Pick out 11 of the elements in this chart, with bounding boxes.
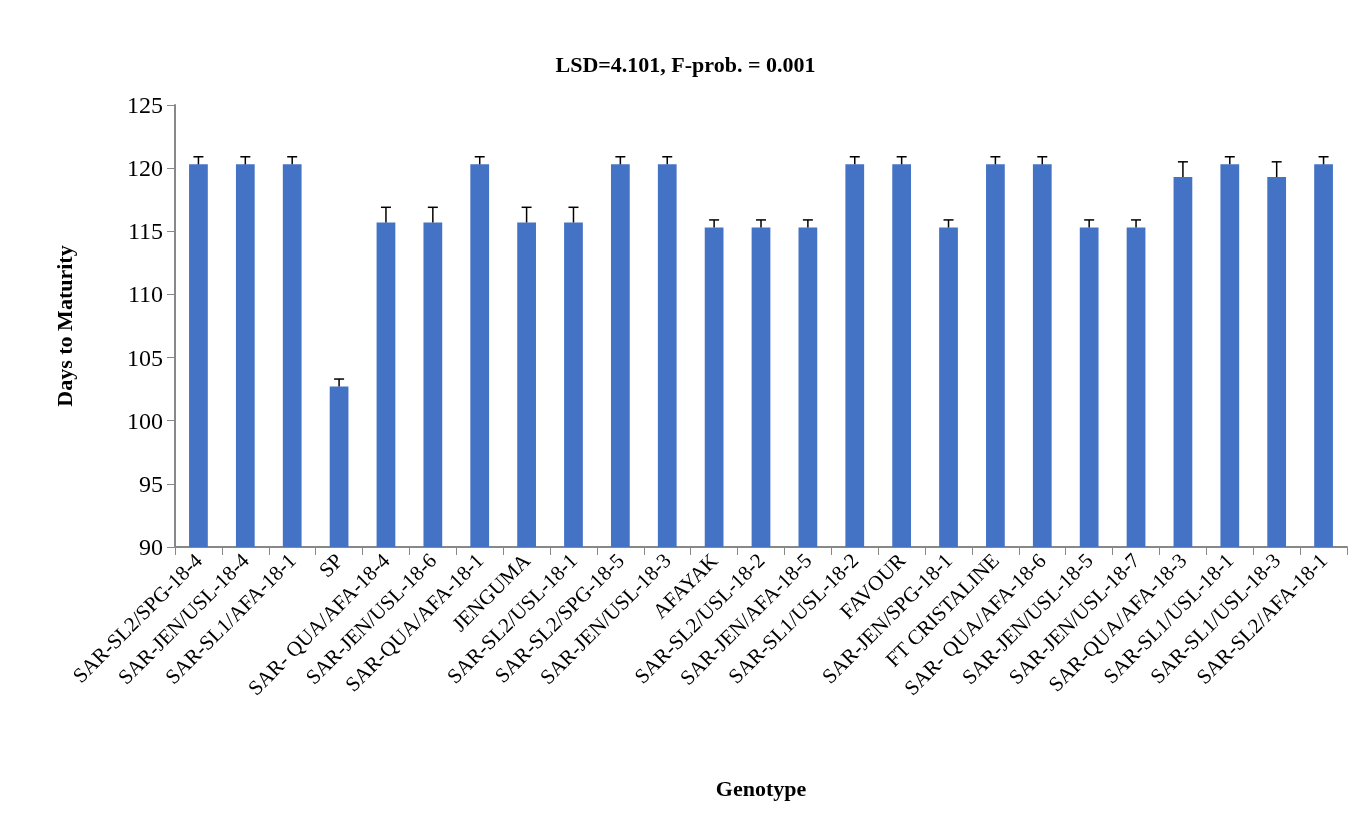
x-axis-title: Genotype bbox=[715, 775, 807, 801]
y-tick-label: 100 bbox=[127, 407, 163, 434]
y-tick-label: 120 bbox=[127, 155, 163, 182]
y-tick-label: 125 bbox=[127, 92, 163, 118]
y-axis-title: Days to Maturity bbox=[51, 245, 77, 407]
y-tick-label: 110 bbox=[127, 281, 163, 308]
y-tick-label: 115 bbox=[127, 218, 163, 245]
y-tick-label: 95 bbox=[139, 470, 163, 497]
y-tick-label: 105 bbox=[127, 344, 163, 371]
chart-title: LSD=4.101, F-prob. = 0.001 bbox=[555, 51, 816, 77]
y-tick-label: 90 bbox=[139, 534, 163, 560]
